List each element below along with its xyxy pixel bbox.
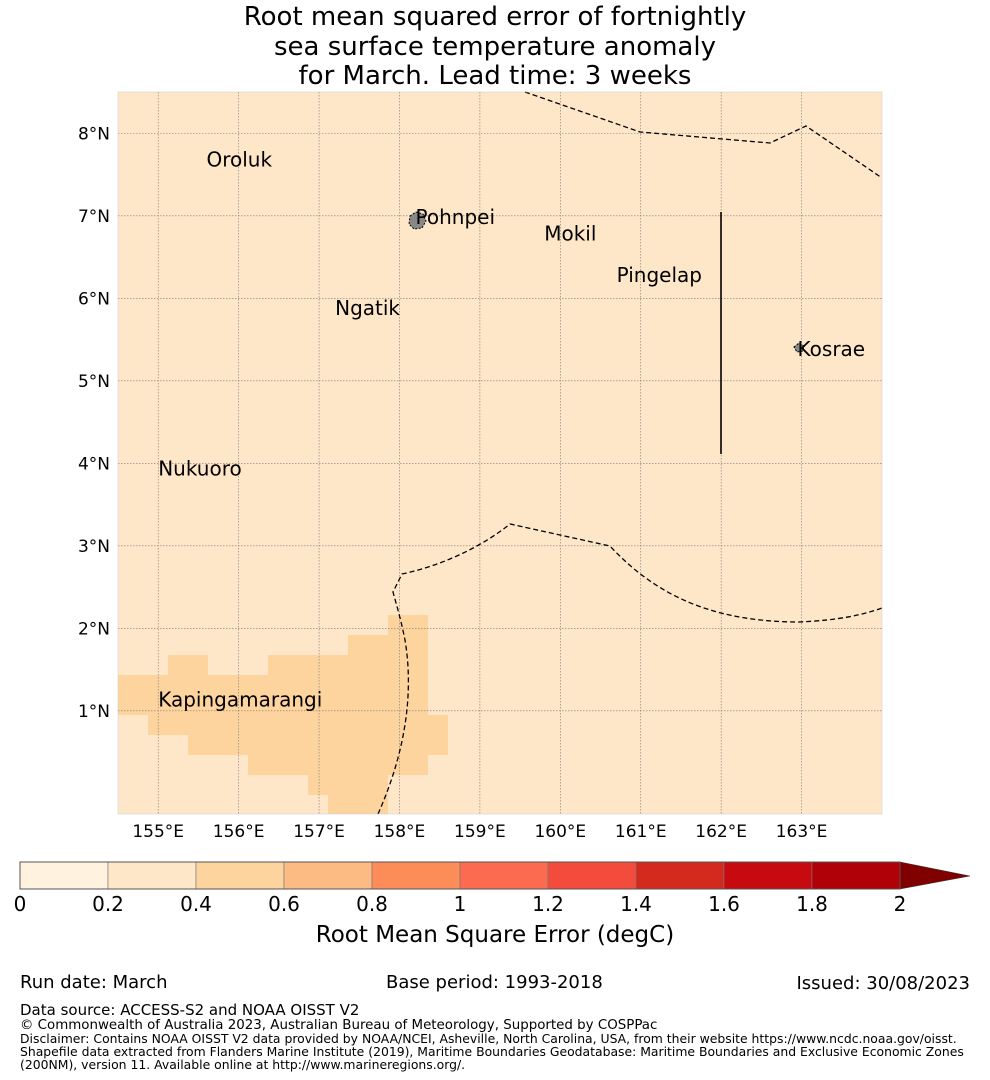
location-label: Pingelap xyxy=(617,263,702,287)
colorbar-tick-label: 0.8 xyxy=(356,892,388,916)
map-border xyxy=(117,91,883,815)
colorbar-segment xyxy=(635,861,725,890)
colorbar-tick-label: 0.2 xyxy=(92,892,124,916)
issued-date: Issued: 30/08/2023 xyxy=(796,973,970,994)
lat-tick-label: 2°N xyxy=(78,619,110,639)
lat-tick-label: 6°N xyxy=(78,289,110,309)
elevated-error-region xyxy=(118,615,448,814)
location-label: Kapingamarangi xyxy=(158,688,322,712)
colorbar-tick-label: 0 xyxy=(14,892,27,916)
lat-tick-label: 1°N xyxy=(78,702,110,722)
lon-tick-label: 158°E xyxy=(374,822,426,842)
eez-boundary-north xyxy=(524,91,883,179)
colorbar-segment xyxy=(107,861,197,890)
colorbar-tick-label: 1.8 xyxy=(796,892,828,916)
lon-tick-label: 159°E xyxy=(454,822,506,842)
colorbar-tick-label: 0.6 xyxy=(268,892,300,916)
colorbar-segment xyxy=(371,861,461,890)
pohnpei-island xyxy=(408,211,427,230)
colorbar-tick-label: 1.4 xyxy=(620,892,652,916)
data-source: Data source: ACCESS-S2 and NOAA OISST V2 xyxy=(20,1001,360,1019)
lat-tick-label: 7°N xyxy=(78,207,110,227)
lat-tick-label: 8°N xyxy=(78,124,110,144)
colorbar-tick-label: 0.4 xyxy=(180,892,212,916)
colorbar-segment xyxy=(195,861,285,890)
copyright: © Commonwealth of Australia 2023, Austra… xyxy=(20,1018,658,1033)
lat-tick-label: 3°N xyxy=(78,537,110,557)
colorbar-segment xyxy=(283,861,373,890)
colorbar-label: Root Mean Square Error (degC) xyxy=(315,922,675,948)
longitude-tick-labels: 155°E 156°E 157°E 158°E 159°E 160°E 161°E 162°E… xyxy=(132,822,827,842)
colorbar-tick-label: 1 xyxy=(454,892,467,916)
colorbar-tick-label: 1.6 xyxy=(708,892,740,916)
colorbar-outline xyxy=(19,861,901,890)
kosrae-island xyxy=(793,342,805,353)
colorbar-segments xyxy=(19,861,901,890)
latitude-tick-labels: 1°N 2°N 3°N 4°N 5°N 6°N 7°N 8°N xyxy=(78,124,110,722)
colorbar-segment xyxy=(19,861,109,890)
location-labels: Oroluk Pohnpei Mokil Pingelap Ngatik Kosrae Nu… xyxy=(158,147,865,711)
map-area: Oroluk Pohnpei Mokil Pingelap Ngatik Kosrae Nu… xyxy=(117,91,883,815)
disclaimer-line-1: Disclaimer: Contains NOAA OISST V2 data … xyxy=(20,1031,957,1046)
lon-tick-label: 157°E xyxy=(293,822,345,842)
lon-tick-label: 162°E xyxy=(695,822,747,842)
location-label: Oroluk xyxy=(206,147,272,171)
colorbar-segment xyxy=(459,861,549,890)
lat-tick-label: 5°N xyxy=(78,372,110,392)
location-label: Pohnpei xyxy=(416,205,496,229)
colorbar-segment xyxy=(547,861,637,890)
lon-tick-label: 161°E xyxy=(615,822,667,842)
eez-boundary-south xyxy=(377,523,883,815)
disclaimer-line-2: Shapefile data extracted from Flanders M… xyxy=(20,1044,964,1059)
title-line-3: for March. Lead time: 3 weeks xyxy=(298,61,692,91)
run-date: Run date: March xyxy=(20,972,168,993)
map-title: Root mean squared error of fortnightly s… xyxy=(0,2,990,92)
title-line-1: Root mean squared error of fortnightly xyxy=(243,2,747,32)
location-label: Kosrae xyxy=(798,337,866,361)
lon-tick-label: 156°E xyxy=(213,822,265,842)
location-label: Ngatik xyxy=(335,296,400,320)
colorbar-tick-label: 2 xyxy=(894,892,907,916)
location-label: Mokil xyxy=(544,222,596,246)
location-label: Nukuoro xyxy=(158,457,242,481)
colorbar-tick-labels: 0 0.2 0.4 0.6 0.8 1 1.2 1.4 1.6 1.8 2 xyxy=(14,892,907,916)
colorbar: 0 0.2 0.4 0.6 0.8 1 1.2 1.4 1.6 1.8 2 xyxy=(14,861,971,916)
disclaimer-line-3: (200NM), version 11. Available online at… xyxy=(20,1057,466,1072)
title-line-2: sea surface temperature anomaly xyxy=(274,31,716,62)
colorbar-segment xyxy=(811,861,901,890)
colorbar-segment xyxy=(723,861,813,890)
base-period: Base period: 1993-2018 xyxy=(386,972,603,993)
lon-tick-label: 155°E xyxy=(132,822,184,842)
lon-tick-label: 163°E xyxy=(776,822,828,842)
lon-tick-label: 160°E xyxy=(534,822,586,842)
colorbar-tick-label: 1.2 xyxy=(532,892,564,916)
colorbar-extend-arrow xyxy=(899,861,971,890)
map-figure: Oroluk Pohnpei Mokil Pingelap Ngatik Kosrae Nu… xyxy=(14,91,971,916)
lat-tick-label: 4°N xyxy=(78,454,110,474)
